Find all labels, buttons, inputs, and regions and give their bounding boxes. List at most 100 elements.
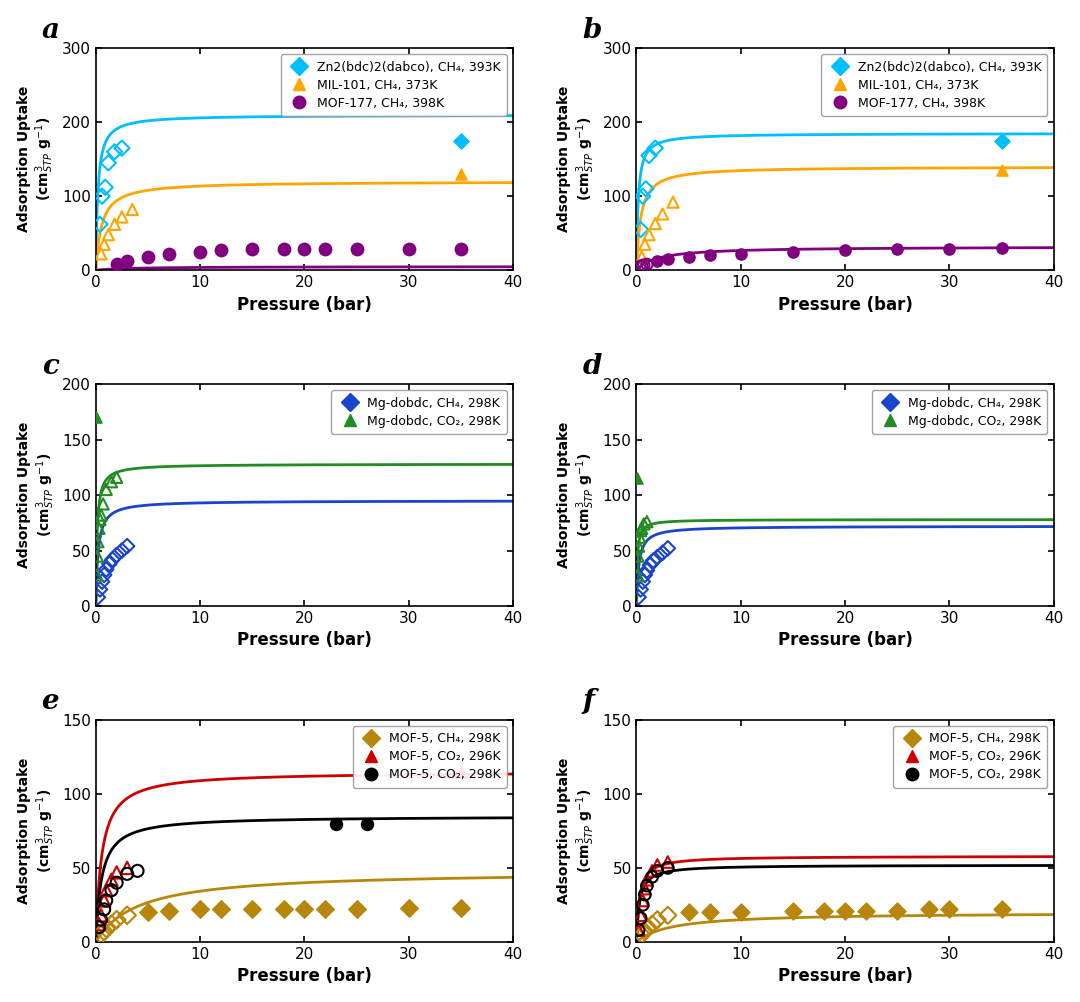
- Point: [108, 912, 125, 928]
- Text: a: a: [41, 17, 59, 44]
- Point: [453, 764, 470, 780]
- Y-axis label: Adsorption Uptake
(cm$^3_{\mathit{STP}}$ g$^{-1}$): Adsorption Uptake (cm$^3_{\mathit{STP}}$…: [557, 758, 597, 904]
- Point: [858, 903, 875, 919]
- Point: [629, 567, 646, 583]
- Point: [91, 916, 108, 932]
- Point: [680, 248, 698, 265]
- Point: [644, 916, 661, 932]
- Point: [784, 243, 801, 260]
- Point: [636, 236, 653, 253]
- Point: [103, 916, 120, 932]
- Point: [815, 903, 833, 919]
- Point: [119, 254, 136, 270]
- Point: [784, 903, 801, 919]
- Point: [93, 912, 110, 928]
- Point: [103, 882, 120, 898]
- Point: [97, 882, 114, 898]
- Point: [632, 910, 649, 926]
- Point: [96, 179, 113, 195]
- Point: [701, 247, 718, 264]
- Point: [95, 893, 112, 909]
- Point: [631, 259, 648, 275]
- Point: [400, 240, 417, 257]
- Point: [113, 140, 131, 156]
- Point: [119, 860, 136, 876]
- Point: [632, 581, 649, 597]
- Legend: Zn2(bdc)2(dabco), CH₄, 393K, MIL-101, CH₄, 373K, MOF-177, CH₄, 398K: Zn2(bdc)2(dabco), CH₄, 393K, MIL-101, CH…: [821, 54, 1048, 116]
- Point: [635, 516, 652, 532]
- Point: [94, 496, 111, 512]
- Point: [296, 241, 313, 258]
- Point: [244, 241, 261, 258]
- Point: [659, 860, 676, 876]
- Point: [659, 907, 676, 923]
- Point: [629, 470, 646, 486]
- Point: [920, 902, 937, 918]
- Point: [637, 180, 654, 196]
- Point: [316, 241, 334, 258]
- Point: [993, 132, 1010, 148]
- Point: [100, 556, 118, 572]
- Point: [638, 514, 656, 530]
- Point: [659, 540, 676, 556]
- Point: [631, 529, 648, 545]
- Point: [129, 863, 146, 879]
- Point: [649, 549, 666, 565]
- Point: [993, 902, 1010, 918]
- Point: [647, 215, 664, 231]
- Point: [889, 903, 906, 919]
- Legend: MOF-5, CH₄, 298K, MOF-5, CO₂, 296K, MOF-5, CO₂, 298K: MOF-5, CH₄, 298K, MOF-5, CO₂, 296K, MOF-…: [893, 726, 1048, 788]
- Text: e: e: [41, 688, 59, 715]
- Point: [732, 904, 750, 920]
- Point: [649, 912, 666, 928]
- Y-axis label: Adsorption Uptake
(cm$^3_{\mathit{STP}}$ g$^{-1}$): Adsorption Uptake (cm$^3_{\mathit{STP}}$…: [17, 422, 56, 568]
- Point: [400, 900, 417, 916]
- Point: [95, 902, 112, 918]
- Point: [95, 567, 112, 583]
- Legend: Mg-dobdc, CH₄, 298K, Mg-dobdc, CO₂, 298K: Mg-dobdc, CH₄, 298K, Mg-dobdc, CO₂, 298K: [330, 391, 507, 434]
- Point: [106, 144, 123, 160]
- Point: [92, 581, 109, 597]
- Point: [97, 482, 114, 498]
- Point: [119, 538, 136, 554]
- Point: [634, 573, 651, 589]
- Point: [106, 216, 123, 232]
- Point: [644, 869, 661, 885]
- Point: [93, 927, 110, 943]
- Point: [644, 863, 661, 879]
- Point: [453, 132, 470, 148]
- Y-axis label: Adsorption Uptake
(cm$^3_{\mathit{STP}}$ g$^{-1}$): Adsorption Uptake (cm$^3_{\mathit{STP}}$…: [17, 758, 56, 904]
- Point: [640, 147, 658, 163]
- Point: [93, 907, 110, 923]
- Point: [213, 902, 230, 918]
- Point: [889, 241, 906, 258]
- Point: [160, 245, 177, 262]
- Point: [90, 589, 107, 605]
- Point: [327, 816, 345, 832]
- Point: [632, 907, 649, 923]
- Point: [275, 241, 293, 258]
- Point: [99, 155, 117, 171]
- Point: [636, 567, 653, 583]
- Point: [213, 242, 230, 259]
- Point: [113, 208, 131, 224]
- X-axis label: Pressure (bar): Pressure (bar): [237, 296, 372, 314]
- Point: [296, 902, 313, 918]
- Point: [680, 904, 698, 920]
- X-axis label: Pressure (bar): Pressure (bar): [778, 967, 913, 985]
- Point: [649, 863, 666, 879]
- Point: [633, 927, 650, 943]
- Point: [649, 857, 666, 873]
- Point: [92, 511, 109, 527]
- Point: [837, 242, 854, 259]
- Point: [630, 538, 647, 554]
- Point: [348, 902, 365, 918]
- Point: [119, 907, 136, 923]
- Point: [941, 240, 958, 257]
- Point: [97, 893, 114, 909]
- Point: [97, 561, 114, 577]
- Point: [139, 904, 157, 920]
- Point: [653, 206, 671, 222]
- Point: [630, 589, 647, 605]
- Point: [316, 902, 334, 918]
